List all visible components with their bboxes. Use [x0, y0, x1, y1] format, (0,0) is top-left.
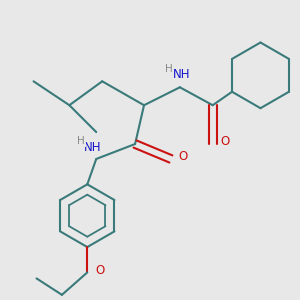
Text: O: O [95, 263, 104, 277]
Text: O: O [179, 150, 188, 163]
Text: NH: NH [172, 68, 190, 81]
Text: H: H [165, 64, 172, 74]
Text: O: O [220, 134, 230, 148]
Text: NH: NH [84, 140, 101, 154]
Text: H: H [77, 136, 85, 146]
